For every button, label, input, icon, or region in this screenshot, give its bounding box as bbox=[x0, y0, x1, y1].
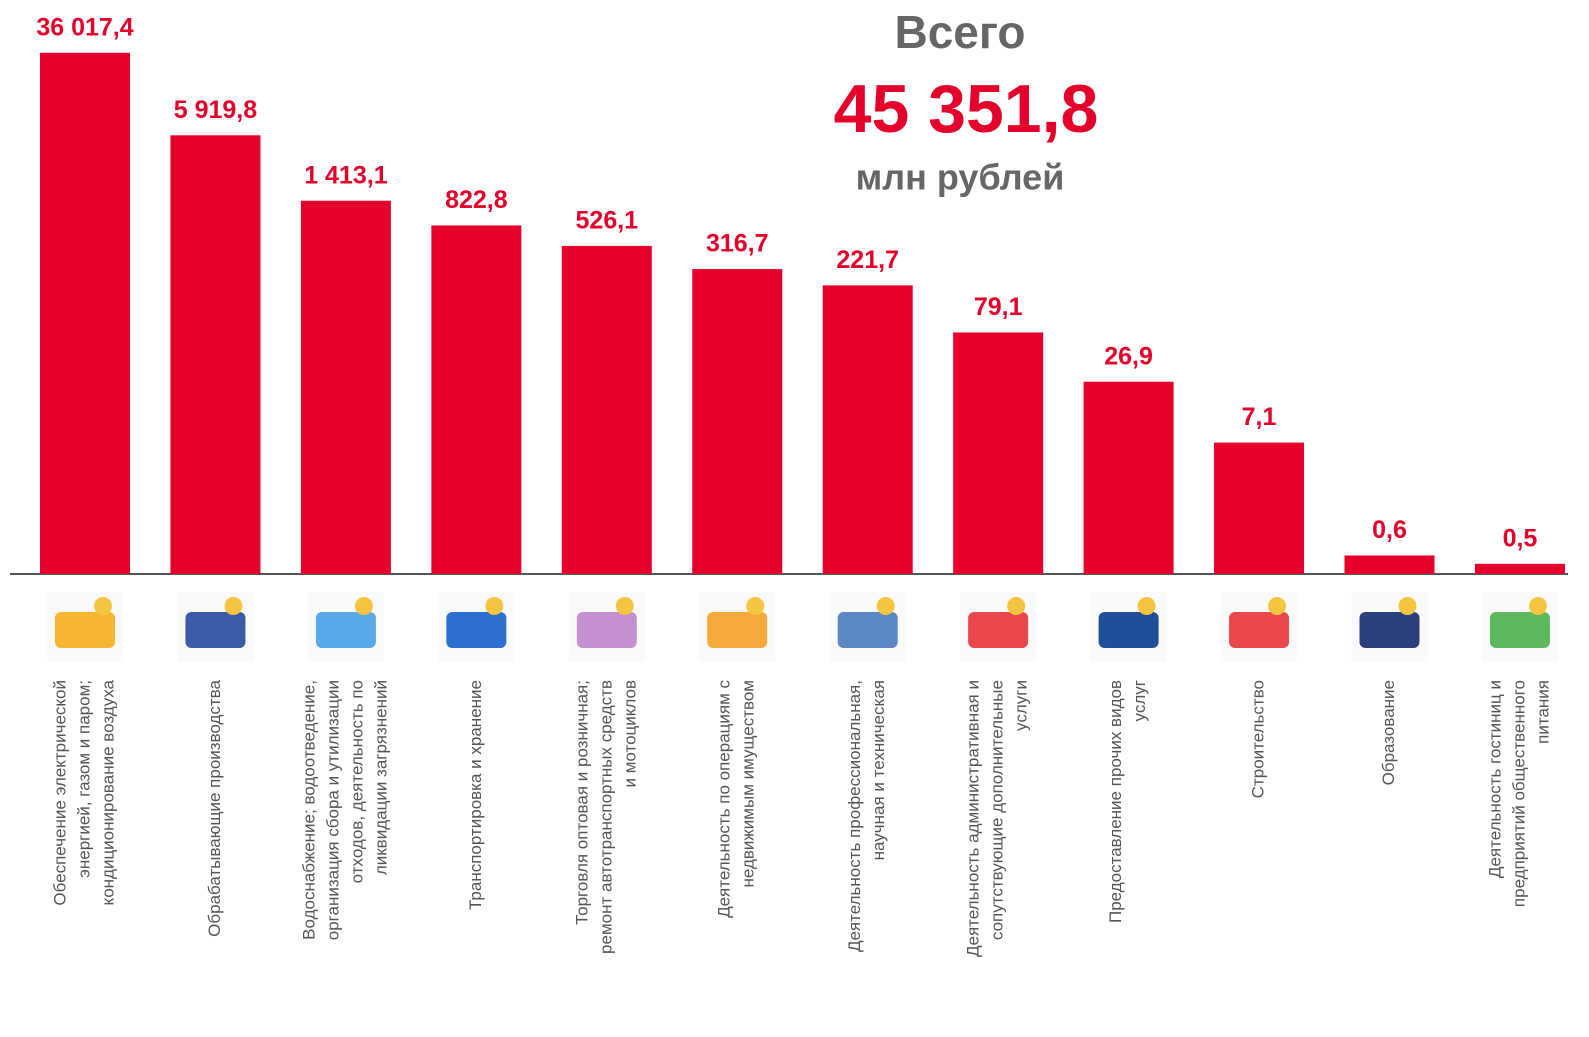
icon bbox=[55, 612, 115, 648]
bar bbox=[1345, 555, 1435, 574]
category-label: услуг bbox=[1130, 680, 1149, 721]
category-label: Транспортировка и хранение bbox=[466, 680, 485, 910]
icon bbox=[1138, 597, 1156, 615]
category-label: ремонт автотранспортных средств bbox=[596, 680, 615, 954]
category-label: организация сбора и утилизации bbox=[323, 680, 342, 940]
category-label: кондиционирование воздуха bbox=[98, 679, 117, 905]
icon bbox=[1268, 597, 1286, 615]
value-label: 822,8 bbox=[445, 186, 508, 214]
bar bbox=[1214, 443, 1304, 574]
bar bbox=[562, 246, 652, 574]
bar bbox=[692, 269, 782, 574]
value-label: 526,1 bbox=[576, 206, 639, 234]
value-label: 0,6 bbox=[1372, 516, 1407, 544]
bar bbox=[301, 201, 391, 574]
category-label: отходов, деятельность по bbox=[347, 680, 366, 883]
icon bbox=[1399, 597, 1417, 615]
icon bbox=[968, 612, 1028, 648]
icon bbox=[746, 597, 764, 615]
category-label: Деятельность по операциям с bbox=[715, 680, 734, 918]
total-label: Всего bbox=[894, 6, 1025, 58]
category-label: предприятий общественного bbox=[1509, 680, 1528, 907]
bar bbox=[823, 285, 913, 574]
value-label: 316,7 bbox=[706, 230, 769, 258]
bar bbox=[1475, 564, 1565, 574]
category-label: научная и техническая bbox=[869, 680, 888, 860]
category-label: Торговля оптовая и розничная; bbox=[572, 680, 591, 925]
icon bbox=[1099, 612, 1159, 648]
icon bbox=[1007, 597, 1025, 615]
icon bbox=[224, 597, 242, 615]
value-label: 79,1 bbox=[974, 293, 1023, 321]
icon bbox=[316, 612, 376, 648]
value-label: 1 413,1 bbox=[304, 161, 388, 189]
icon bbox=[1360, 612, 1420, 648]
icon bbox=[94, 597, 112, 615]
icon bbox=[485, 597, 503, 615]
icon bbox=[446, 612, 506, 648]
category-label: Деятельность гостиниц и bbox=[1485, 680, 1504, 878]
value-label: 221,7 bbox=[836, 246, 899, 274]
bar bbox=[170, 135, 260, 574]
category-label: Обрабатывающие производства bbox=[205, 679, 224, 936]
category-label: недвижимым имуществом bbox=[739, 680, 758, 888]
icon bbox=[616, 597, 634, 615]
icon bbox=[1490, 612, 1550, 648]
icon bbox=[1529, 597, 1547, 615]
category-label: и мотоциклов bbox=[620, 680, 639, 788]
category-label: услуги bbox=[1012, 680, 1031, 731]
category-label: Строительство bbox=[1249, 680, 1268, 798]
category-label: энергией, газом и паром; bbox=[74, 680, 93, 878]
value-label: 26,9 bbox=[1104, 342, 1153, 370]
category-label: Деятельность административная и bbox=[964, 680, 983, 957]
total-unit: млн рублей bbox=[856, 157, 1065, 198]
bar bbox=[431, 225, 521, 574]
category-label: питания bbox=[1533, 680, 1552, 744]
category-label: Обеспечение электрической bbox=[50, 680, 69, 906]
icon bbox=[838, 612, 898, 648]
icon bbox=[1229, 612, 1289, 648]
value-label: 36 017,4 bbox=[36, 13, 133, 41]
bar bbox=[953, 332, 1043, 574]
icon bbox=[577, 612, 637, 648]
bar bbox=[40, 53, 130, 574]
category-label: Водоснабжение; водоотведение, bbox=[299, 680, 318, 940]
icon bbox=[877, 597, 895, 615]
icon bbox=[185, 612, 245, 648]
chart: Всего 45 351,8 млн рублей 36 017,4 Обеспе… bbox=[0, 0, 1589, 1037]
category-label: Образование bbox=[1379, 680, 1398, 785]
category-label: ликвидации загрязнений bbox=[371, 680, 390, 875]
category-label: Предоставление прочих видов bbox=[1106, 680, 1125, 923]
category-label: сопутствующие дополнительные bbox=[988, 680, 1007, 940]
icon bbox=[707, 612, 767, 648]
icon bbox=[355, 597, 373, 615]
total-value: 45 351,8 bbox=[834, 71, 1099, 147]
category-label: Деятельность профессиональная, bbox=[845, 680, 864, 952]
value-label: 7,1 bbox=[1242, 403, 1277, 431]
bar bbox=[1084, 382, 1174, 574]
value-label: 0,5 bbox=[1503, 524, 1538, 552]
value-label: 5 919,8 bbox=[174, 96, 258, 124]
